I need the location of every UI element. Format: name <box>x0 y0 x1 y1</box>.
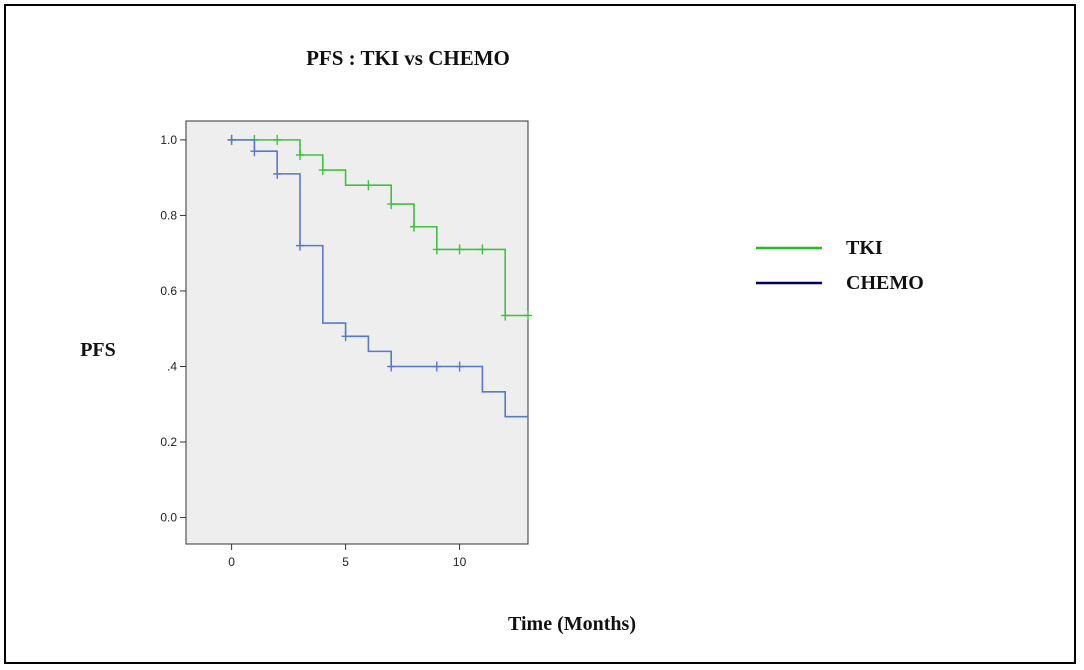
censor-mark-chemo <box>273 168 282 179</box>
figure-frame <box>4 4 1076 664</box>
censor-mark-tki <box>478 244 487 255</box>
y-tick-label: .4 <box>167 359 177 373</box>
censor-mark-tki <box>318 165 327 176</box>
y-tick-label: 0.0 <box>160 511 177 525</box>
series-layer <box>227 134 532 418</box>
x-tick-label: 10 <box>453 555 467 569</box>
censor-mark-tki <box>432 244 441 255</box>
censor-mark-chemo <box>227 134 236 145</box>
censor-mark-chemo <box>341 331 350 342</box>
legend-label-tki: TKI <box>846 237 883 259</box>
series-line-tki <box>231 139 528 317</box>
y-tick-label: 0.6 <box>160 284 177 298</box>
chart-title: PFS : TKI vs CHEMO <box>306 46 510 70</box>
censor-mark-tki <box>296 149 304 160</box>
censor-mark-chemo <box>387 361 396 372</box>
y-axis-label: PFS <box>80 339 116 361</box>
x-tick-label: 5 <box>342 555 349 569</box>
censor-mark-chemo <box>250 146 259 157</box>
censor-mark-tki <box>273 134 282 145</box>
x-axis: 0 5 10 <box>228 544 467 569</box>
x-axis-label: Time (Months) <box>508 613 636 635</box>
censor-mark-chemo <box>455 361 464 372</box>
censor-mark-tki <box>410 221 418 232</box>
censor-mark-chemo <box>296 240 304 251</box>
censor-mark-tki <box>501 310 510 321</box>
y-axis: 0.0 0.2 .4 0.6 0.8 1.0 <box>160 133 186 525</box>
censor-mark-tki <box>524 310 532 321</box>
censor-mark-tki <box>455 244 464 255</box>
x-tick-label: 0 <box>228 555 235 569</box>
plot-area <box>185 120 529 545</box>
y-tick-label: 0.8 <box>160 208 177 222</box>
legend-label-chemo: CHEMO <box>846 272 924 294</box>
y-tick-label: 1.0 <box>160 133 177 147</box>
series-line-chemo <box>231 139 528 418</box>
censor-mark-tki <box>364 180 373 191</box>
censor-mark-chemo <box>432 361 441 372</box>
censor-mark-tki <box>387 199 396 210</box>
legend: TKI CHEMO <box>756 237 924 294</box>
y-tick-label: 0.2 <box>160 435 177 449</box>
